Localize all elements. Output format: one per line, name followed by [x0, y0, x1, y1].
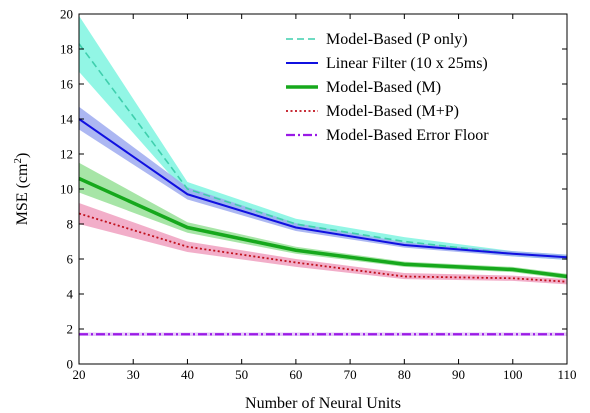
x-tick-label: 90: [452, 367, 465, 382]
x-tick-label: 60: [289, 367, 302, 382]
x-axis-ticks: 20 30 40 50 60 70 80 90 100 110: [73, 14, 577, 382]
y-tick-label: 12: [60, 147, 73, 162]
y-tick-label: 8: [67, 217, 74, 232]
x-tick-label: 30: [127, 367, 140, 382]
series-line-1: [78, 118, 568, 259]
series-lines: [78, 43, 568, 336]
legend-label-2: Model-Based (M): [326, 79, 441, 96]
legend: Model-Based (P only) Linear Filter (10 x …: [286, 31, 489, 144]
y-axis-ticks: 0 2 4 6 8 10 12 14 16 18 20: [60, 7, 567, 372]
series-line-2: [78, 176, 568, 279]
x-tick-label: 110: [557, 367, 576, 382]
y-axis-label: MSE (cm2): [12, 153, 31, 226]
y-tick-label: 10: [60, 182, 73, 197]
y-tick-label: 20: [60, 7, 73, 22]
legend-label-0: Model-Based (P only): [326, 31, 468, 48]
y-axis-label-superscript: 2: [12, 158, 24, 164]
x-tick-label: 40: [181, 367, 194, 382]
x-tick-label: 20: [73, 367, 86, 382]
y-tick-label: 6: [67, 252, 74, 267]
x-tick-label: 50: [235, 367, 248, 382]
y-tick-label: 2: [67, 322, 74, 337]
series-band-1: [79, 106, 567, 260]
series-line-3: [78, 212, 568, 283]
legend-label-1: Linear Filter (10 x 25ms): [326, 55, 488, 72]
y-axis-label-end: ): [14, 153, 31, 158]
y-tick-label: 14: [60, 112, 74, 127]
y-axis-label-base: MSE (cm: [14, 163, 31, 225]
y-tick-label: 4: [67, 287, 74, 302]
x-tick-label: 80: [398, 367, 411, 382]
legend-label-3: Model-Based (M+P): [326, 103, 459, 120]
legend-label-4: Model-Based Error Floor: [326, 127, 489, 144]
y-tick-label: 0: [67, 357, 74, 372]
y-tick-label: 18: [60, 42, 73, 57]
x-tick-label: 100: [503, 367, 523, 382]
series-band-3: [79, 203, 567, 285]
x-tick-label: 70: [344, 367, 357, 382]
y-tick-label: 16: [60, 77, 74, 92]
x-axis-label: Number of Neural Units: [245, 395, 401, 412]
